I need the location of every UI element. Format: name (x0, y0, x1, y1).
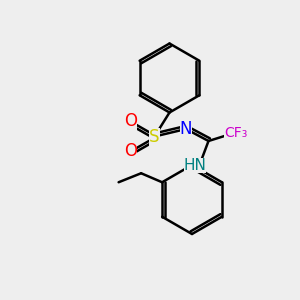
Text: HN: HN (184, 158, 206, 172)
Text: N: N (180, 120, 192, 138)
Text: O: O (124, 112, 137, 130)
Text: S: S (149, 128, 160, 146)
Text: CF₃: CF₃ (224, 127, 247, 140)
Text: O: O (124, 142, 137, 160)
